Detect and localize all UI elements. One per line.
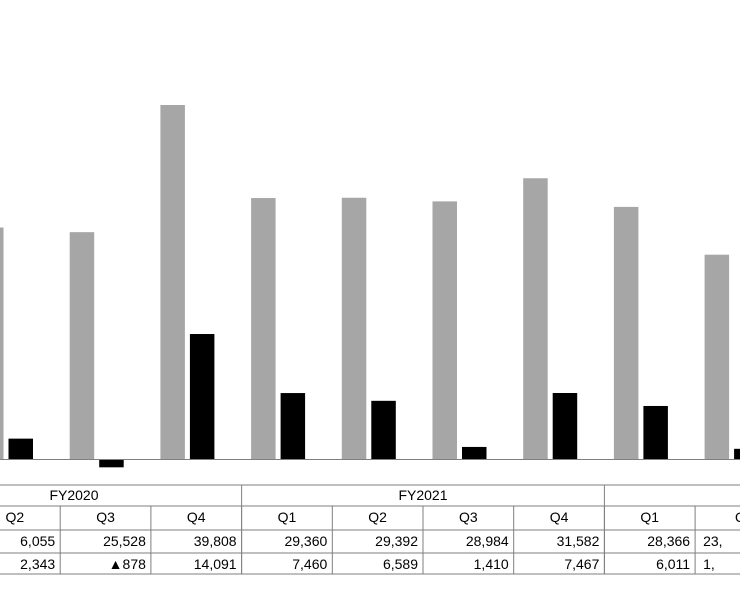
category-label-9: Q [735, 509, 740, 525]
bar-series-2-5 [371, 400, 396, 460]
bar-series-1-3 [160, 105, 185, 460]
group-label-2: FY2021 [398, 487, 447, 503]
category-label-8: Q1 [640, 509, 659, 525]
category-label-1: Q2 [6, 509, 25, 525]
value-label-series-1-1: 6,055 [20, 533, 55, 549]
value-label-series-2-1: 2,343 [20, 556, 55, 572]
data-table: FY2020 FY2021 Q2 Q3 Q4 Q1 Q2 Q3 Q4 Q1 Q 6,055 25,528… [0, 484, 740, 575]
value-label-series-2-3: 14,091 [194, 556, 237, 572]
value-label-series-1-7: 31,582 [557, 533, 600, 549]
value-label-series-2-5: 6,589 [383, 556, 418, 572]
bar-series-2-6 [462, 446, 487, 460]
bars-layer [0, 105, 740, 468]
value-label-series-1-4: 29,360 [284, 533, 327, 549]
bar-series-2-4 [280, 393, 306, 460]
bar-series-1-4 [251, 198, 276, 460]
value-label-series-1-8: 28,366 [647, 533, 690, 549]
bar-series-2-2 [99, 459, 124, 468]
value-label-series-2-9: 1, [703, 556, 715, 572]
bar-series-1-1 [0, 227, 4, 460]
value-label-series-1-2: 25,528 [103, 533, 146, 549]
bar-series-1-2 [69, 232, 95, 460]
bar-series-2-8 [643, 405, 668, 460]
value-label-series-2-6: 1,410 [474, 556, 509, 572]
bar-series-1-6 [432, 201, 457, 460]
category-label-7: Q4 [550, 509, 569, 525]
value-label-series-1-9: 23, [703, 533, 722, 549]
category-label-4: Q1 [278, 509, 297, 525]
bar-series-1-5 [341, 197, 367, 460]
category-label-2: Q3 [96, 509, 115, 525]
group-label-1: FY2020 [49, 487, 98, 503]
category-label-6: Q3 [459, 509, 478, 525]
value-label-series-1-3: 39,808 [194, 533, 237, 549]
bar-series-2-1 [8, 438, 33, 460]
value-label-series-2-4: 7,460 [292, 556, 327, 572]
bar-series-1-9 [704, 254, 730, 460]
category-label-5: Q2 [368, 509, 387, 525]
value-label-series-2-8: 6,011 [656, 556, 690, 572]
bar-series-2-3 [189, 334, 215, 460]
value-label-series-1-5: 29,392 [375, 533, 418, 549]
bar-series-1-7 [523, 178, 548, 460]
value-label-series-2-7: 7,467 [564, 556, 599, 572]
bar-series-2-7 [552, 393, 578, 460]
value-label-series-1-6: 28,984 [466, 533, 509, 549]
bar-series-2-9 [734, 448, 740, 460]
category-label-3: Q4 [187, 509, 206, 525]
value-label-series-2-2: ▲878 [109, 556, 146, 572]
bar-series-1-8 [613, 206, 639, 460]
